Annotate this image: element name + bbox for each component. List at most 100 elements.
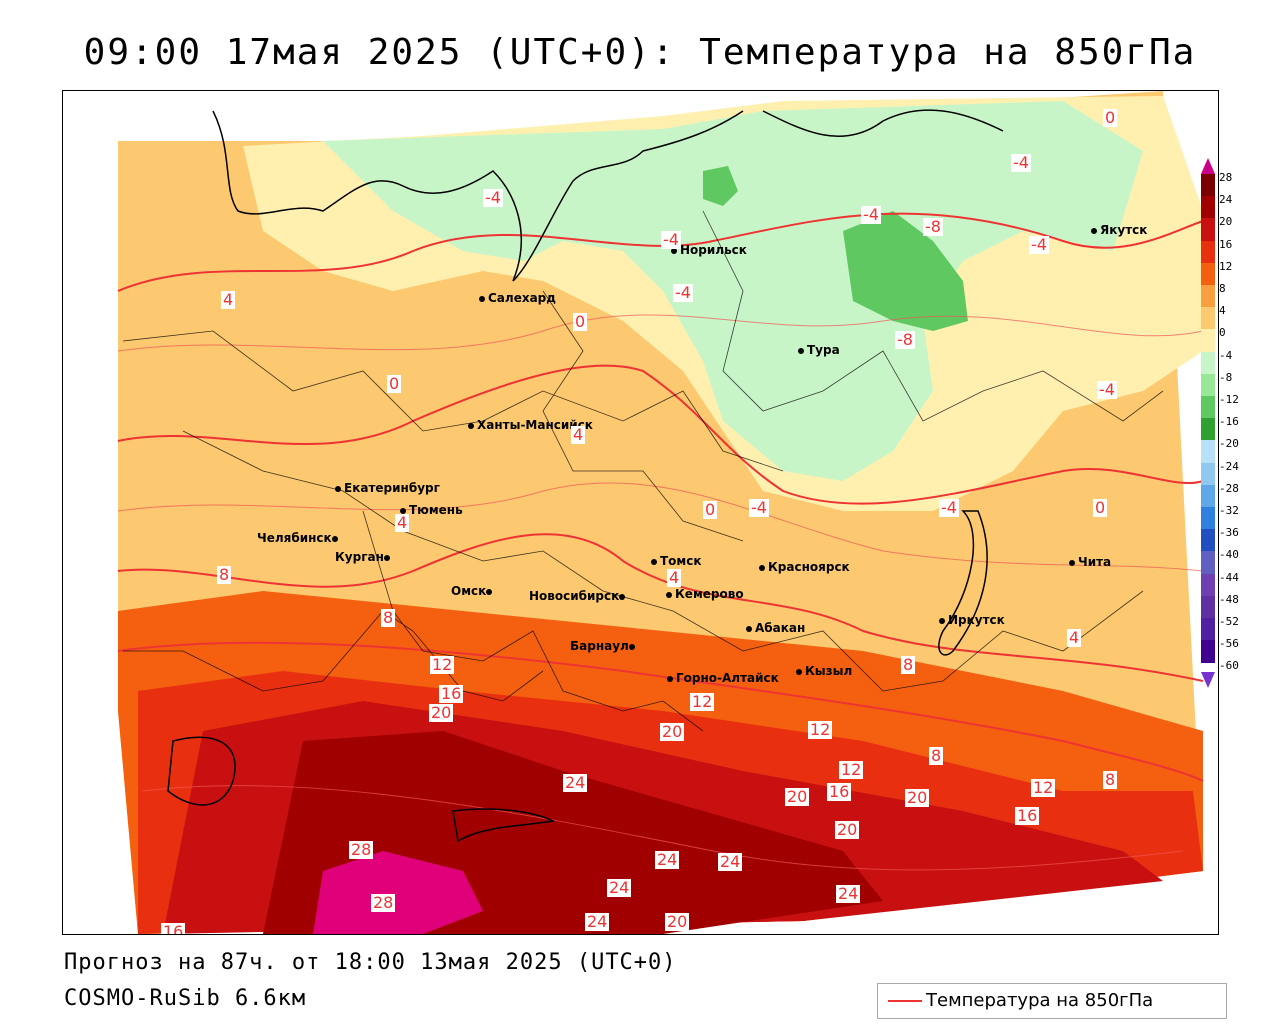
city-dot-icon [1069, 559, 1075, 566]
color-scale-segment [1201, 595, 1215, 619]
contour-label: 0 [1093, 498, 1108, 517]
city-dot-icon [486, 588, 493, 595]
city-dot-icon [796, 668, 802, 675]
contour-label: 20 [429, 703, 454, 722]
contour-label: -4 [1097, 380, 1117, 399]
city-irkutsk: Иркутск [939, 613, 1005, 627]
contour-label: 0 [573, 312, 588, 331]
color-scale-tick-label: -20 [1219, 437, 1239, 451]
city-barnaul: Барнаул [570, 639, 638, 653]
color-scale-tick-label: 24 [1219, 193, 1233, 207]
city-krasnoyarsk: Красноярск [759, 560, 850, 574]
contour-label: 8 [929, 746, 944, 765]
city-dot-icon [1091, 227, 1097, 234]
contour-label: 16 [161, 923, 186, 934]
city-yakutsk: Якутск [1091, 223, 1147, 237]
contour-label: -8 [923, 217, 943, 236]
color-scale-tick-label: 20 [1219, 215, 1233, 229]
city-dot-icon [628, 643, 635, 650]
contour-label: 20 [905, 788, 930, 807]
color-scale-segment [1201, 351, 1215, 375]
color-scale-tick-label: -24 [1219, 459, 1239, 473]
contour-label: 0 [1103, 108, 1118, 127]
city-dot-icon [651, 558, 657, 565]
contour-label: 4 [395, 513, 410, 532]
color-scale-tick-label: 12 [1219, 259, 1233, 273]
city-dot-icon [667, 675, 673, 682]
city-dot-icon [746, 625, 752, 632]
color-scale-segment [1201, 640, 1215, 663]
contour-label: -4 [661, 230, 681, 249]
color-scale-tick-label: 16 [1219, 237, 1233, 251]
color-scale-tick-label: -36 [1219, 526, 1239, 540]
color-scale-tick-label: 0 [1219, 326, 1226, 340]
contour-label: 24 [585, 912, 610, 931]
contour-label: -4 [483, 188, 503, 207]
color-scale-segment [1201, 396, 1215, 419]
color-scale-tick-label: -40 [1219, 548, 1239, 562]
city-dot-icon [479, 295, 485, 302]
contour-label: -4 [749, 498, 769, 517]
contour-label: 28 [371, 893, 396, 912]
contour-label: 12 [839, 760, 864, 779]
city-dot-icon [666, 591, 672, 598]
color-scale-tick-label: -48 [1219, 592, 1239, 606]
color-scale-segment [1201, 440, 1215, 464]
color-scale-tick-label: -60 [1219, 659, 1239, 673]
city-khanty-mansiysk: Ханты-Мансийск [468, 418, 593, 432]
map-title: 09:00 17мая 2025 (UTC+0): Температура на… [83, 32, 1197, 73]
color-scale-segment [1201, 285, 1215, 308]
city-dot-icon [798, 347, 804, 354]
color-scale-segment [1201, 174, 1215, 197]
color-scale-tick-label: -52 [1219, 615, 1239, 628]
color-scale-segment [1201, 462, 1215, 486]
color-scale-tick-label: -44 [1219, 570, 1239, 584]
contour-label: 4 [1067, 628, 1082, 647]
color-scale-segment [1201, 240, 1215, 264]
color-scale-segment [1201, 196, 1215, 219]
contour-label: 24 [607, 878, 632, 897]
city-novosibirsk: Новосибирск [529, 589, 628, 603]
contour-label: 4 [221, 290, 236, 309]
city-yekaterinburg: Екатеринбург [335, 481, 440, 495]
color-scale-segment [1201, 529, 1215, 552]
contour-label: 24 [655, 850, 680, 869]
scale-min-arrow-icon [1201, 672, 1215, 688]
city-salekhard: Салехард [479, 291, 556, 305]
city-dot-icon [335, 485, 341, 492]
color-scale-segment [1201, 507, 1215, 530]
contour-label: 8 [217, 565, 232, 584]
scale-max-arrow-icon [1201, 158, 1215, 174]
contour-label: 12 [430, 655, 455, 674]
city-abakan: Абакан [746, 621, 805, 635]
contour-label: 28 [349, 840, 374, 859]
contour-label: 0 [387, 374, 402, 393]
map-area: Норильск Якутск Салехард Тура Ханты-Манс… [62, 90, 1219, 935]
contour-label: 16 [439, 684, 464, 703]
color-scale-segment [1201, 218, 1215, 242]
city-kurgan: Курган [335, 550, 393, 564]
color-scale-tick-label: -28 [1219, 481, 1239, 495]
city-dot-icon [939, 617, 945, 624]
color-scale-segment [1201, 307, 1215, 330]
city-dot-icon [331, 535, 338, 542]
city-dot-icon [400, 507, 406, 514]
city-kemerovo: Кемерово [666, 587, 744, 601]
forecast-info: Прогноз на 87ч. от 18:00 13мая 2025 (UTC… [64, 950, 677, 975]
color-scale-tick-label: -56 [1219, 637, 1239, 651]
contour-label: 24 [836, 884, 861, 903]
contour-label: 8 [1103, 770, 1118, 789]
color-scale-tick-label: -8 [1219, 370, 1233, 384]
color-scale-bar [1201, 158, 1215, 690]
color-scale-tick-label: -12 [1219, 393, 1239, 406]
contour-label: 8 [381, 608, 396, 627]
contour-label: -4 [861, 205, 881, 224]
city-gorno-altaysk: Горно-Алтайск [667, 671, 779, 685]
contour-label: 20 [665, 912, 690, 931]
color-scale-segment [1201, 573, 1215, 597]
legend-line-label: Температура на 850гПа [926, 990, 1154, 1011]
city-chelyabinsk: Челябинск [257, 531, 341, 545]
contour-label: 20 [835, 820, 860, 839]
contour-label: 24 [563, 773, 588, 792]
city-norilsk: Норильск [671, 243, 747, 257]
